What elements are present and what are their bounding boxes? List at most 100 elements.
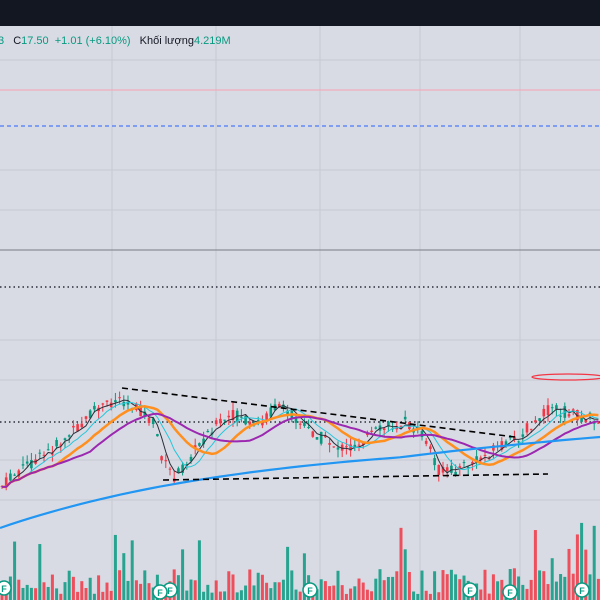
candle-body-138 bbox=[580, 417, 583, 422]
volume-bar-80 bbox=[336, 570, 340, 600]
volume-bar-10 bbox=[42, 582, 46, 600]
volume-bar-48 bbox=[202, 591, 206, 600]
volume-bar-3 bbox=[13, 541, 17, 600]
event-marker-label-0: F bbox=[1, 584, 7, 594]
volume-bar-114 bbox=[479, 589, 483, 600]
volume-bar-92 bbox=[386, 576, 390, 600]
volume-bar-129 bbox=[542, 571, 546, 600]
volume-bar-101 bbox=[424, 590, 428, 600]
volume-bar-62 bbox=[260, 574, 264, 600]
candle-body-127 bbox=[534, 420, 537, 423]
candle-body-140 bbox=[588, 412, 592, 414]
legend-volume-label: Khối lượng bbox=[139, 35, 194, 47]
volume-bar-98 bbox=[412, 591, 416, 600]
volume-bar-14 bbox=[59, 593, 63, 600]
candle-body-22 bbox=[93, 405, 96, 410]
volume-bar-7 bbox=[29, 587, 33, 600]
volume-bar-60 bbox=[252, 585, 256, 600]
candle-body-27 bbox=[114, 400, 117, 403]
volume-bar-108 bbox=[454, 574, 458, 600]
volume-bar-109 bbox=[458, 579, 462, 600]
chart-pane[interactable] bbox=[0, 26, 600, 600]
ma-purple-line bbox=[2, 412, 599, 488]
volume-bar-142 bbox=[596, 578, 600, 600]
volume-bar-9 bbox=[38, 544, 42, 600]
volume-bar-20 bbox=[84, 588, 88, 600]
candle-body-17 bbox=[72, 425, 75, 428]
candle-body-63 bbox=[265, 413, 268, 420]
volume-bar-115 bbox=[483, 569, 487, 600]
candle-body-33 bbox=[139, 404, 142, 417]
volume-bar-106 bbox=[445, 574, 449, 600]
volume-bar-141 bbox=[592, 525, 596, 600]
candle-body-15 bbox=[63, 438, 67, 441]
volume-bar-86 bbox=[361, 582, 365, 600]
volume-bar-25 bbox=[105, 582, 109, 600]
volume-bar-49 bbox=[206, 584, 210, 600]
volume-bar-119 bbox=[500, 579, 504, 600]
volume-bar-51 bbox=[214, 580, 218, 600]
volume-bars bbox=[0, 522, 600, 600]
top-toolbar bbox=[0, 0, 600, 26]
candle-body-43 bbox=[181, 464, 184, 473]
volume-bar-52 bbox=[218, 591, 222, 600]
volume-bar-78 bbox=[328, 586, 332, 600]
candle-body-108 bbox=[454, 471, 457, 476]
volume-bar-71 bbox=[298, 591, 302, 600]
candle-body-105 bbox=[441, 466, 445, 473]
ma-orange-line bbox=[2, 405, 599, 489]
candle-body-25 bbox=[105, 400, 109, 402]
candle-body-120 bbox=[504, 441, 508, 446]
candle-body-113 bbox=[475, 456, 478, 462]
candle-body-75 bbox=[315, 437, 319, 440]
event-marker-5: F bbox=[152, 584, 168, 600]
candle-body-44 bbox=[185, 463, 189, 465]
candle-body-35 bbox=[147, 417, 151, 423]
volume-bar-72 bbox=[302, 553, 306, 600]
candle-body-62 bbox=[261, 420, 264, 426]
volume-bar-95 bbox=[399, 527, 403, 600]
volume-bar-64 bbox=[269, 588, 273, 600]
volume-bar-58 bbox=[244, 585, 248, 600]
candle-body-51 bbox=[214, 420, 218, 425]
candle-body-55 bbox=[231, 410, 235, 421]
candle-body-80 bbox=[336, 447, 340, 450]
volume-bar-26 bbox=[109, 590, 113, 600]
candle-body-130 bbox=[546, 405, 550, 416]
volume-bar-61 bbox=[256, 572, 260, 600]
candle-body-112 bbox=[471, 462, 474, 464]
candle-body-47 bbox=[198, 443, 201, 446]
price-chart[interactable]: F F F F FF F bbox=[0, 26, 600, 600]
event-marker-circle-2 bbox=[302, 582, 318, 598]
volume-bar-24 bbox=[101, 591, 105, 600]
volume-bar-104 bbox=[437, 592, 441, 600]
volume-bar-88 bbox=[370, 591, 374, 600]
volume-bar-35 bbox=[147, 583, 151, 600]
candle-body-133 bbox=[559, 415, 562, 417]
candle-body-24 bbox=[101, 403, 105, 405]
volume-bar-96 bbox=[403, 549, 407, 600]
volume-bar-6 bbox=[25, 584, 29, 600]
candle-body-49 bbox=[206, 430, 210, 433]
volume-bar-90 bbox=[378, 569, 382, 600]
candle-body-129 bbox=[542, 408, 546, 417]
candle-body-11 bbox=[46, 449, 50, 451]
volume-bar-29 bbox=[122, 553, 126, 600]
ma-blue-line bbox=[0, 435, 600, 530]
candle-body-107 bbox=[450, 465, 453, 473]
volume-bar-105 bbox=[441, 570, 445, 600]
volume-bar-23 bbox=[97, 575, 101, 600]
candle-body-10 bbox=[42, 454, 46, 456]
event-marker-3: F bbox=[462, 582, 478, 598]
candle-body-142 bbox=[597, 422, 600, 424]
candle-body-76 bbox=[319, 431, 323, 444]
candle-body-121 bbox=[508, 436, 512, 439]
moving-averages bbox=[0, 399, 600, 530]
candle-body-136 bbox=[571, 409, 575, 412]
candle-body-137 bbox=[576, 409, 579, 421]
candle-body-61 bbox=[256, 420, 260, 423]
candle-body-111 bbox=[466, 467, 470, 469]
candle-body-14 bbox=[59, 444, 63, 446]
candle-body-88 bbox=[370, 430, 373, 433]
candle-body-103 bbox=[433, 458, 436, 466]
